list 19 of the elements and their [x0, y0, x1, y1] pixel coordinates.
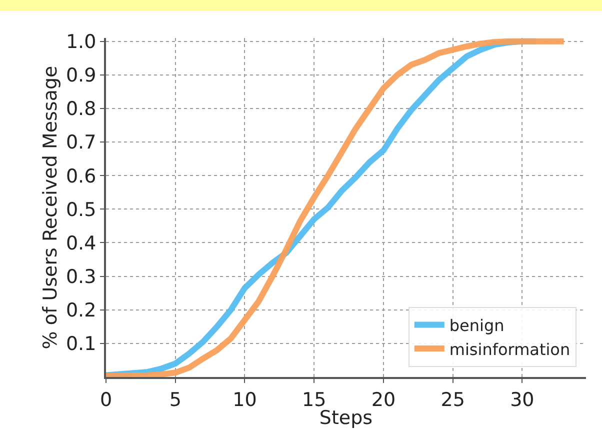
y-tick-label: 0.3 [66, 266, 96, 288]
legend-label: misinformation [449, 340, 570, 359]
x-tick-label: 0 [100, 388, 112, 411]
y-tick-label: 0.8 [66, 98, 96, 120]
y-tick-label: 0.4 [66, 232, 96, 254]
y-tick-label: 1.0 [66, 31, 96, 54]
y-tick-label: 0.7 [66, 132, 96, 154]
y-tick-label: 0.9 [66, 64, 96, 87]
y-tick-label: 0.2 [66, 300, 96, 322]
x-tick-label: 30 [510, 388, 534, 411]
y-axis-title: % of Users Received Message [39, 66, 62, 350]
y-tick-label: 0.1 [66, 333, 96, 356]
x-tick-label: 20 [371, 388, 396, 411]
legend-label: benign [449, 316, 504, 335]
x-tick-label: 25 [440, 388, 465, 411]
y-tick-label: 0.6 [66, 165, 96, 188]
x-tick-label: 10 [232, 388, 257, 411]
x-tick-label: 5 [169, 388, 182, 411]
y-tick-label: 0.5 [66, 198, 96, 221]
